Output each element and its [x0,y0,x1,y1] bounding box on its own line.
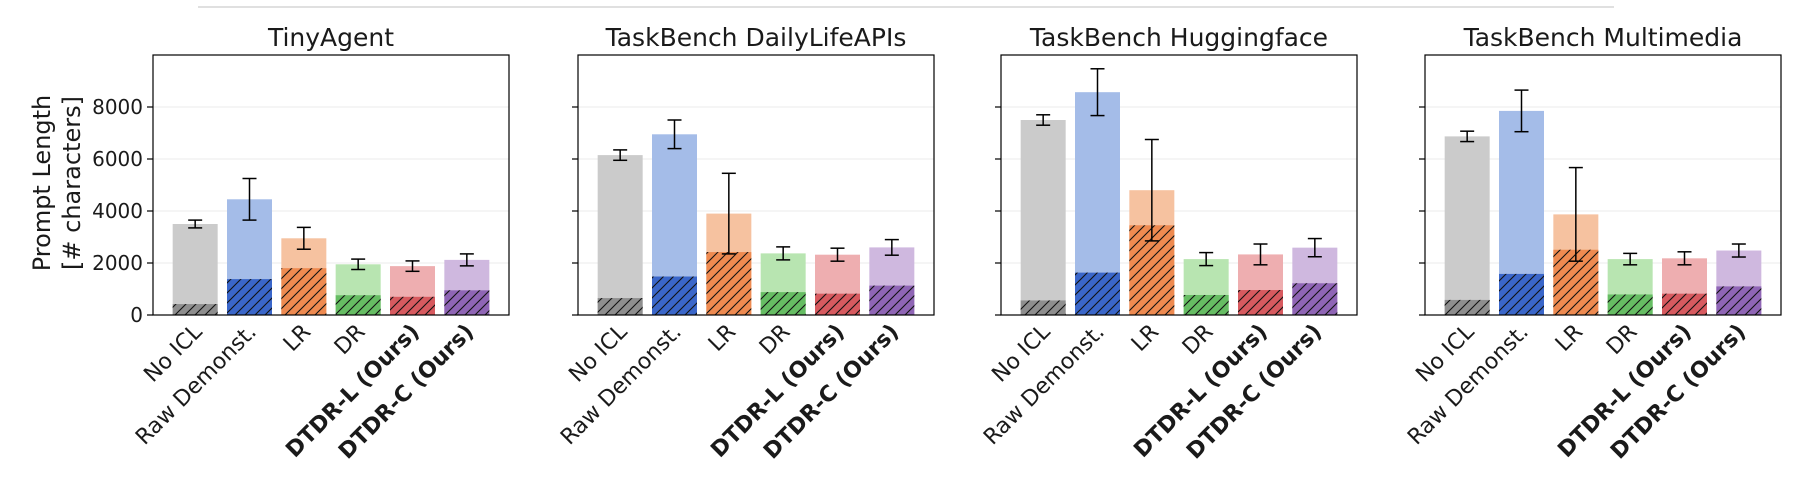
bar-hatch-pattern [172,304,218,315]
y-tick-label: 0 [130,303,143,327]
panel-title: TinyAgent [267,23,394,52]
bar-hatch-pattern [444,290,490,315]
panel-title: TaskBench Multimedia [1463,23,1743,52]
bar-hatch-pattern [1444,299,1490,315]
bar-hatch-pattern [1499,273,1544,315]
bar-hatch-pattern [1075,272,1120,315]
x-tick-label: DR [330,320,370,360]
x-tick-label: DR [1178,320,1218,360]
bar-hatch-pattern [335,295,381,315]
panel-title: TaskBench DailyLifeAPIs [605,23,907,52]
bar-hatch-pattern [706,252,752,315]
panel-title: TaskBench Huggingface [1029,23,1328,52]
x-tick-label: DR [755,320,795,360]
x-tick-label: LR [1551,320,1588,357]
y-tick-label: 2000 [92,251,143,275]
bar-hatch-pattern [1716,286,1762,315]
x-tick-label: LR [704,320,741,357]
bar-total [1444,136,1490,315]
plot-frame [577,54,935,316]
bar-hatch-pattern [815,293,860,315]
bar-hatch-pattern [1292,283,1338,315]
bar-total [172,224,218,315]
bar-hatch-pattern [227,279,272,315]
bar-hatch-pattern [1238,290,1283,315]
y-axis-label-line2: [# characters] [58,96,86,270]
bar-hatch-pattern [1662,293,1707,315]
bar-hatch-pattern [1607,294,1653,315]
bar-hatch-pattern [597,298,643,315]
bar-hatch-pattern [1020,300,1066,315]
plot-frame [152,54,510,316]
y-tick-label: 4000 [92,199,143,223]
y-axis-label-line1: Prompt Length [28,95,56,272]
x-tick-label: DR [1602,320,1642,360]
x-tick-label: LR [279,320,316,357]
bar-hatch-pattern [760,292,806,315]
bar-hatch-pattern [652,276,697,315]
bar-hatch-pattern [869,285,915,315]
bar-hatch-pattern [1183,294,1229,315]
x-tick-label: LR [1127,320,1164,357]
bar-total [1020,120,1066,315]
plot-frame [1424,54,1782,316]
bar-hatch-pattern [390,296,435,315]
y-tick-label: 8000 [92,95,143,119]
bar-total [597,155,643,315]
plot-frame [1000,54,1358,316]
y-tick-label: 6000 [92,147,143,171]
bar-hatch-pattern [281,268,327,315]
